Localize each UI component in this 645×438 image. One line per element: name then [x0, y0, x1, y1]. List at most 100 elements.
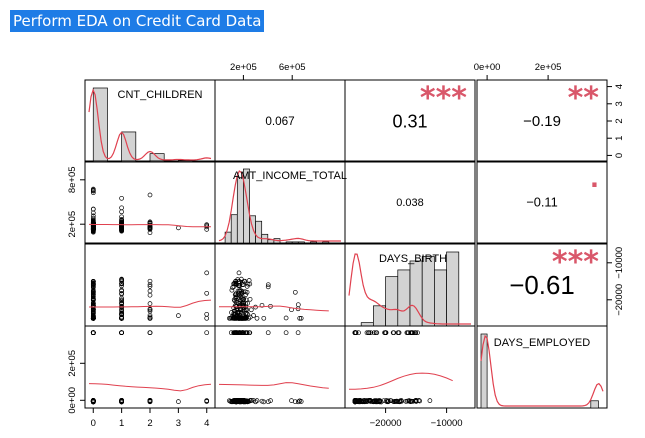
scatter-point — [235, 330, 240, 336]
scatter-point — [283, 315, 289, 321]
scatter-point — [119, 307, 124, 313]
scatter-point — [90, 307, 96, 313]
scatter-point — [352, 330, 358, 336]
scatter-point — [90, 188, 96, 194]
smooth-line — [218, 382, 329, 389]
scatter-point — [248, 307, 254, 313]
histogram-bar — [446, 251, 460, 327]
scatter-point — [235, 295, 241, 301]
histogram-bar — [310, 241, 317, 244]
scatter-point — [238, 330, 243, 336]
scatter-point — [406, 398, 412, 403]
scatter-point — [90, 210, 96, 216]
scatter-point — [413, 398, 418, 403]
scatter-point — [368, 330, 374, 336]
scatter-point — [147, 301, 153, 306]
scatter-point — [236, 309, 242, 315]
scatter-point — [298, 315, 304, 321]
tick-label: −10000 — [614, 247, 625, 279]
histogram-bar — [149, 153, 165, 163]
tick-label: 3 — [176, 418, 181, 429]
scatter-point — [244, 289, 250, 295]
panel-frame — [214, 325, 346, 409]
tick-label: 2e+05 — [535, 62, 562, 73]
scatter-point — [90, 301, 96, 306]
scatter-point — [236, 279, 242, 284]
panel-0-0: CNT_CHILDREN — [84, 79, 216, 163]
significance-stars: ** — [568, 81, 600, 116]
tick-label: 3 — [614, 101, 625, 106]
scatter-point — [90, 330, 96, 336]
scatter-point — [247, 314, 253, 320]
axes: 2e+05 6e+05 0e+00 2e+05 0 1 2 3 4 −20000 −10000 2e+… — [67, 62, 625, 429]
scatter-point — [119, 281, 124, 287]
scatter-point — [119, 288, 124, 294]
scatter-point — [90, 292, 96, 297]
scatter-point — [238, 291, 244, 297]
panel-3-0 — [84, 325, 216, 409]
scatter-point — [147, 284, 153, 289]
scatter-point — [147, 312, 153, 318]
variable-label: CNT_CHILDREN — [118, 89, 203, 101]
scatter-point — [204, 330, 210, 336]
scatter-point — [176, 313, 181, 318]
scatter-point — [119, 283, 124, 289]
scatter-point — [119, 295, 124, 301]
density-curve — [348, 253, 471, 325]
scatter-point — [374, 330, 380, 336]
scatter-point — [90, 289, 96, 294]
scatter-point — [229, 287, 235, 293]
variable-label: DAYS_BIRTH — [379, 253, 447, 265]
scatter-point — [147, 288, 153, 294]
correlation-value: 0.067 — [265, 115, 294, 128]
panel-1-0 — [84, 160, 216, 244]
scatter-point — [90, 280, 96, 286]
scatter-point — [297, 315, 303, 321]
scatter-point — [427, 398, 433, 403]
scatter-point — [240, 330, 245, 336]
scatter-point — [119, 298, 124, 304]
scatter-point — [204, 398, 210, 403]
histogram-bar — [360, 322, 374, 327]
scatter-point — [119, 278, 124, 284]
scatter-point — [245, 281, 251, 287]
scatter-point — [295, 399, 301, 405]
tick-label: −10000 — [431, 418, 463, 429]
scatter-point — [147, 314, 153, 320]
tick-label: 2e+05 — [67, 350, 78, 377]
correlation-value: 0.038 — [396, 197, 423, 209]
panel-frame — [344, 325, 476, 409]
scatter-point — [268, 398, 273, 403]
scatter-point — [232, 330, 238, 336]
scatter-point — [254, 315, 260, 321]
significance-stars: . — [590, 165, 599, 193]
scatter-point — [292, 399, 298, 405]
histogram-bar — [322, 241, 330, 244]
scatter-point — [230, 285, 235, 290]
histogram-bar — [236, 177, 244, 244]
scatter-point — [176, 399, 181, 404]
scatter-point — [90, 190, 96, 196]
scatter-point — [233, 295, 238, 301]
scatter-point — [391, 399, 397, 405]
scatter-point — [204, 270, 210, 276]
scatter-point — [240, 315, 246, 321]
tick-label: 2 — [147, 418, 152, 429]
scatter-point — [261, 315, 267, 321]
panel-frame — [84, 243, 216, 327]
scatter-point — [237, 398, 243, 404]
significance-stars: *** — [420, 81, 467, 116]
tick-label: 0e+00 — [67, 387, 78, 414]
correlation-value: −0.61 — [509, 272, 574, 300]
scatter-point — [204, 290, 210, 296]
panel-0-2 — [344, 79, 476, 163]
scatter-point — [366, 330, 372, 336]
scatter-point — [147, 398, 153, 403]
correlation-value: −0.19 — [523, 113, 561, 130]
scatter-point — [119, 315, 124, 321]
scatter-point — [238, 315, 244, 321]
panel-3-2 — [344, 325, 476, 409]
histogram-bar — [230, 214, 238, 244]
panel-1-3 — [476, 160, 608, 244]
scatter-point — [231, 305, 237, 311]
